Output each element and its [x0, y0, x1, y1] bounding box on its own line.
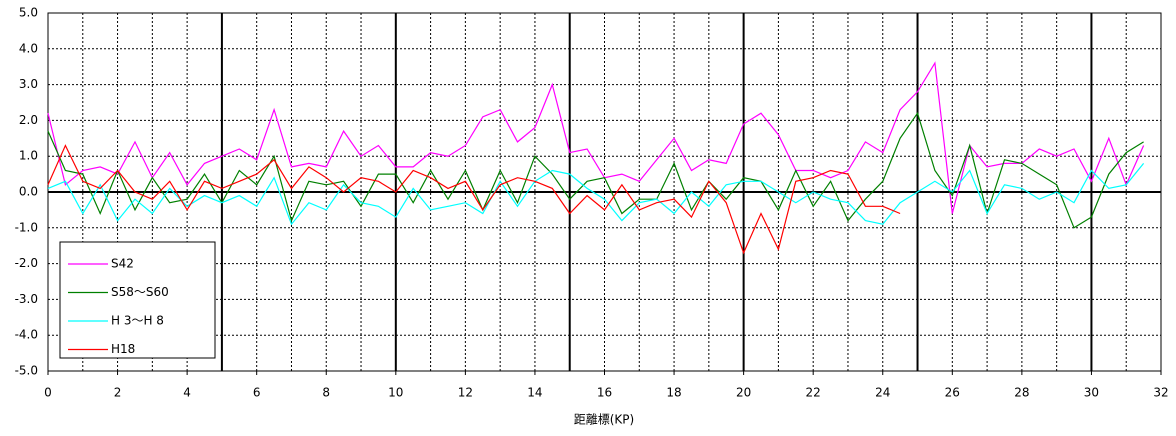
x-tick-label: 16: [597, 386, 612, 400]
y-tick-label: 4.0: [19, 41, 38, 55]
y-tick-label: 2.0: [19, 113, 38, 127]
y-tick-label: -4.0: [15, 328, 38, 342]
series-line: [47, 61, 1145, 214]
legend-label: S58～S60: [111, 285, 169, 299]
x-tick-label: 28: [1014, 386, 1029, 400]
x-tick-label: 4: [183, 386, 191, 400]
y-tick-label: 5.0: [19, 6, 38, 20]
y-tick-label: 3.0: [19, 77, 38, 91]
x-tick-label: 8: [322, 386, 330, 400]
legend-label: H18: [111, 342, 135, 356]
x-tick-label: 6: [253, 386, 261, 400]
x-tick-label: 30: [1084, 386, 1099, 400]
x-tick-label: 10: [388, 386, 403, 400]
legend-label: H 3～H 8: [111, 314, 164, 328]
legend-label: S42: [111, 257, 134, 271]
x-tick-label: 0: [44, 386, 52, 400]
x-tick-label: 20: [736, 386, 751, 400]
y-tick-label: -2.0: [15, 256, 38, 270]
series-line: [47, 163, 1145, 226]
y-tick-label: 0.0: [19, 185, 38, 199]
y-tick-label: -1.0: [15, 220, 38, 234]
y-tick-label: -3.0: [15, 292, 38, 306]
x-tick-label: 26: [945, 386, 960, 400]
x-tick-label: 32: [1153, 386, 1168, 400]
y-tick-label: -5.0: [15, 364, 38, 378]
legend-box: [59, 241, 216, 359]
y-tick-label: 1.0: [19, 149, 38, 163]
x-tick-label: 14: [527, 386, 542, 400]
x-axis-label: 距離標(KP): [574, 413, 634, 427]
x-tick-label: 12: [458, 386, 473, 400]
x-tick-label: 22: [806, 386, 821, 400]
x-tick-label: 24: [875, 386, 890, 400]
x-tick-label: 18: [666, 386, 681, 400]
series-line: [47, 144, 901, 255]
series-line: [47, 111, 1144, 229]
x-tick-label: 2: [114, 386, 122, 400]
